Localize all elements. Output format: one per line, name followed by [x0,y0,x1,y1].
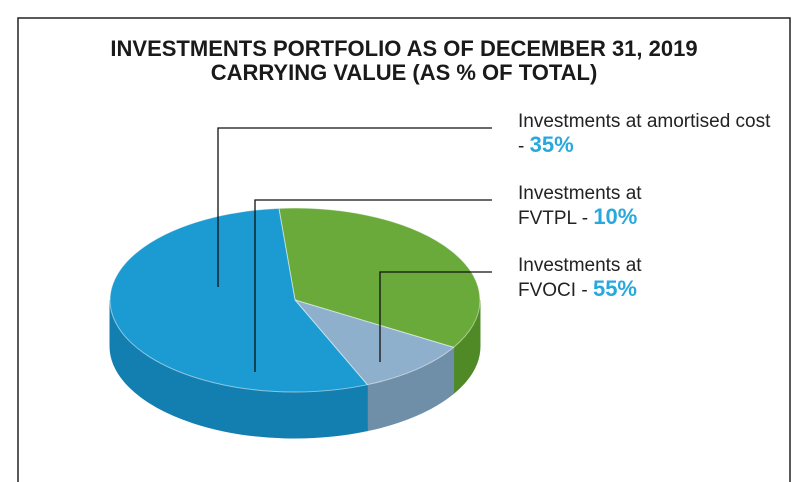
slice-label: Investments at FVOCI - 55% [518,254,688,302]
slice-value: 10% [593,204,638,229]
slice [109,207,369,393]
chart-title: INVESTMENTS PORTFOLIO AS OF DECEMBER 31,… [110,36,697,61]
leader-line [379,271,492,362]
frame [17,17,791,482]
leader-line [254,199,492,372]
slice-label: Investments at amortised cost - 35% [518,110,778,158]
slice-value: 55% [592,276,637,301]
slice-name: Investments at amortised cost - [518,111,771,157]
slice-name: Investments at FVOCI - [518,255,642,301]
pie [109,207,481,439]
slice-value: 35% [529,132,574,157]
slice [293,299,455,386]
leader-line [217,127,492,287]
slice-name: Investments at FVTPL - [518,183,642,229]
chart-subtitle: CARRYING VALUE (AS % OF TOTAL) [211,60,598,85]
leader-lines [217,127,492,372]
slice-label: Investments at FVTPL - 10% [518,182,688,230]
